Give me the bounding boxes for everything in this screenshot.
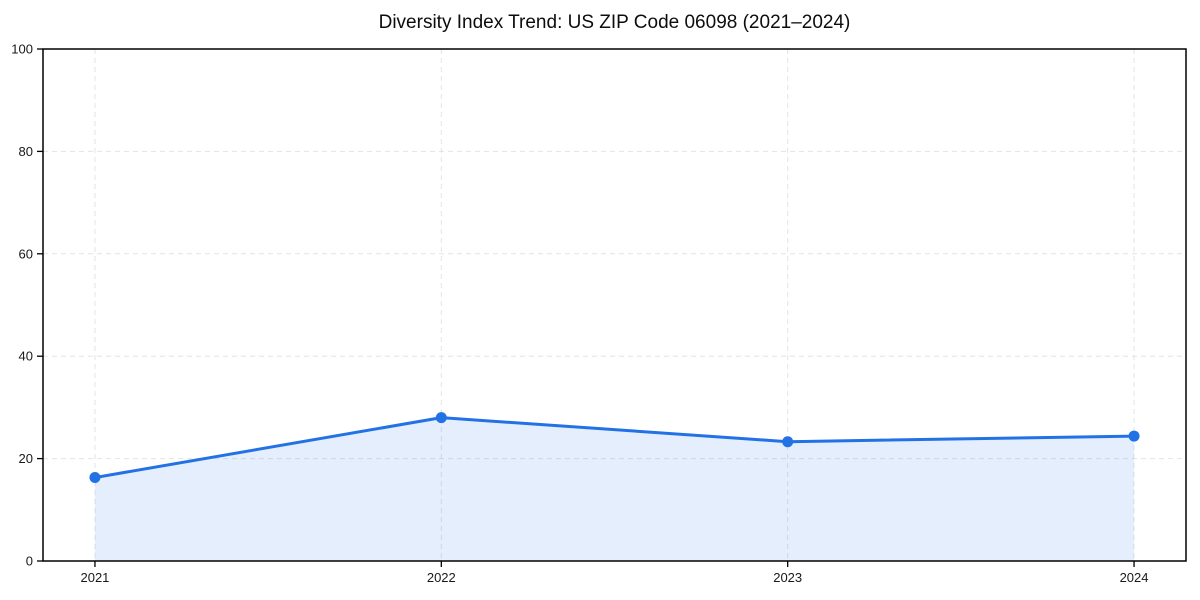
- y-tick-label: 20: [19, 451, 33, 466]
- trend-line: [93, 416, 1136, 480]
- y-tick-label: 60: [19, 246, 33, 261]
- data-point-marker: [1128, 430, 1140, 442]
- data-point-marker: [435, 412, 447, 424]
- y-tick-label: 100: [11, 42, 33, 57]
- x-tick-label: 2024: [1120, 570, 1149, 585]
- data-point-marker: [89, 472, 101, 484]
- plot-border: [42, 48, 1187, 562]
- x-tick-label: 2021: [80, 570, 109, 585]
- x-tick-label: 2022: [427, 570, 456, 585]
- y-tick-label: 40: [19, 349, 33, 364]
- area-fill: [94, 417, 1135, 561]
- data-point-marker: [782, 436, 794, 448]
- chart-title: Diversity Index Trend: US ZIP Code 06098…: [378, 12, 851, 33]
- y-tick-label: 0: [26, 554, 33, 569]
- x-tick-label: 2023: [773, 570, 802, 585]
- y-tick-label: 80: [19, 144, 33, 159]
